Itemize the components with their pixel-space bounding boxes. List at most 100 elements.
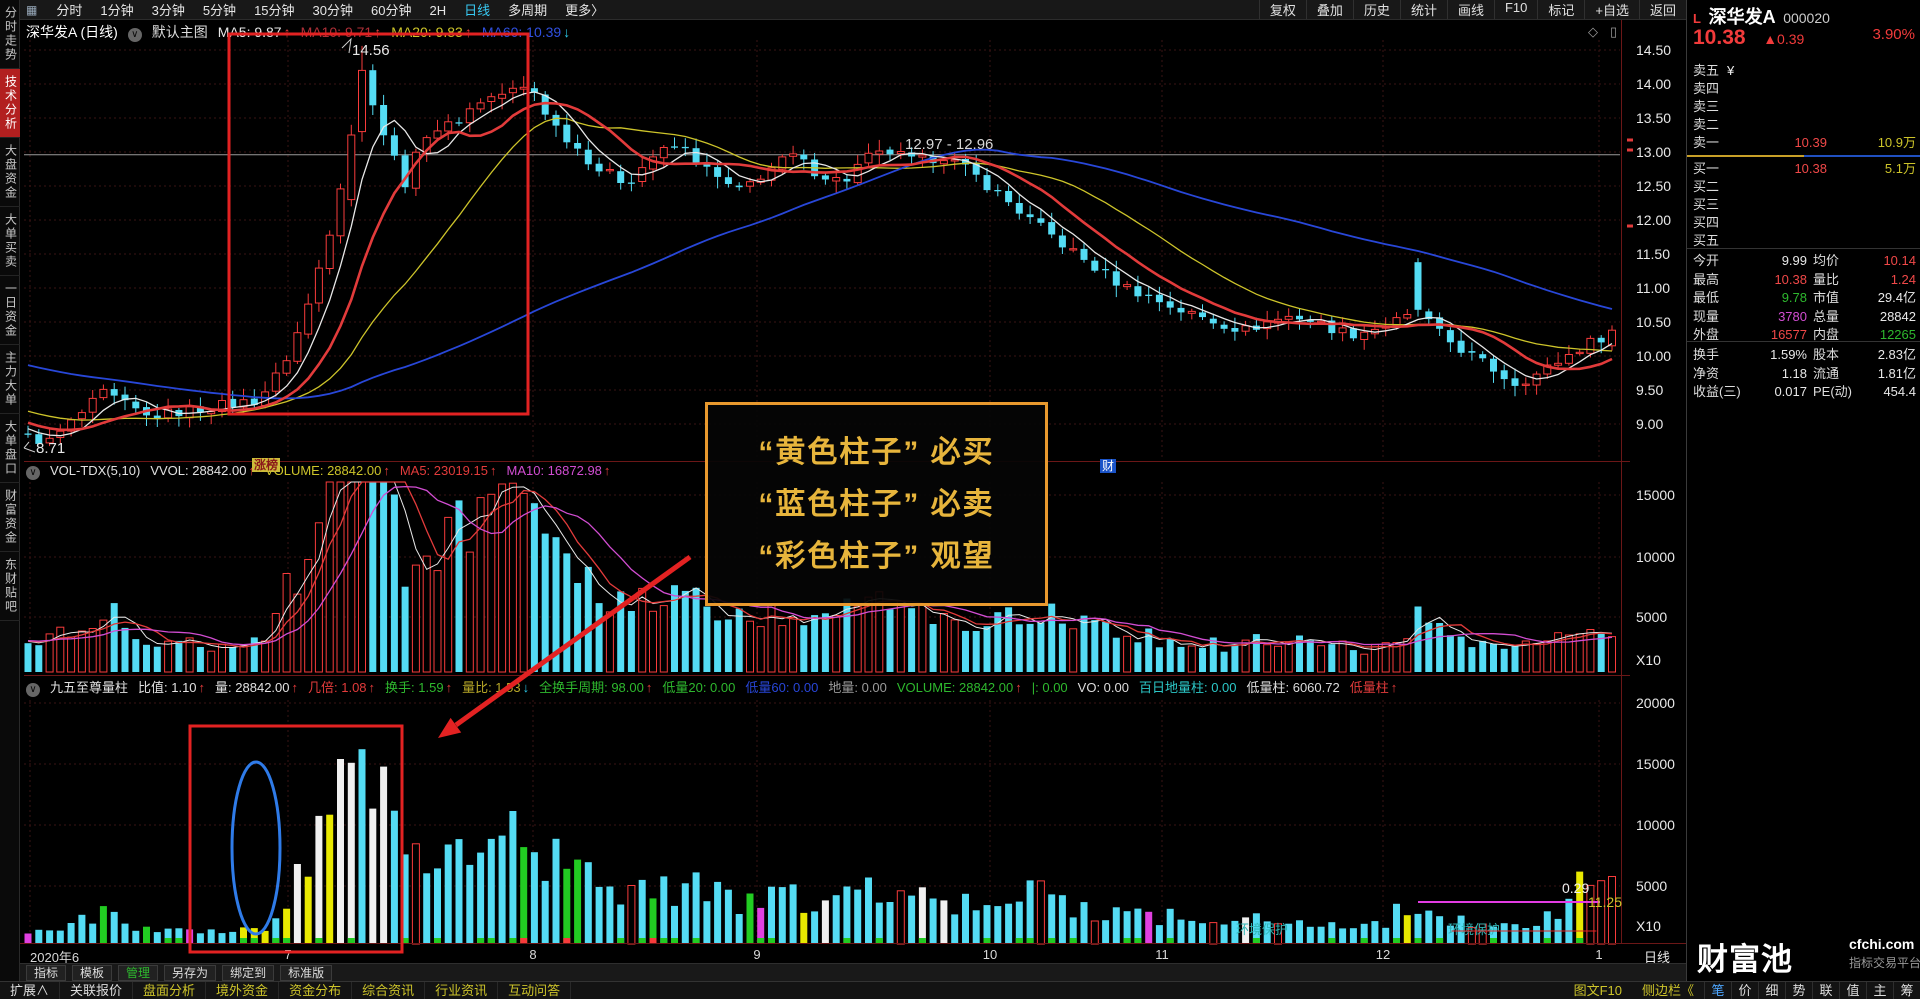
value-label-yellow: 11.25 <box>1588 894 1622 910</box>
indicator-button-另存为[interactable]: 另存为 <box>164 964 217 981</box>
menu-item-2H[interactable]: 2H <box>429 3 447 18</box>
ma-label: MA5: 9.87 <box>217 24 282 40</box>
menu-button-+自选[interactable]: +自选 <box>1584 0 1639 19</box>
lower-indicator-header: ∨ 九五至尊量柱 比值: 1.10 ↑ 量: 28842.00 ↑ 几倍: 1.08 ↑ 换手:… <box>26 677 1407 697</box>
layout-grid-icon[interactable]: ▦ <box>26 2 38 17</box>
stat-row-换手: 换手 1.59% 股本 2.83亿 <box>1687 346 1920 364</box>
menu-item-30分钟[interactable]: 30分钟 <box>312 3 353 18</box>
stat-row-今开: 今开 9.99 均价 10.14 <box>1687 252 1920 270</box>
stat-value: 3780 <box>1778 308 1807 324</box>
up-arrow-icon: ↑ <box>490 463 497 478</box>
stat-key: 最低 <box>1693 290 1720 305</box>
zhangbang-tag[interactable]: 涨榜 <box>252 458 281 472</box>
status-right-侧边栏《[interactable]: 侧边栏《 <box>1641 983 1694 998</box>
menu-item-分时[interactable]: 分时 <box>56 3 83 18</box>
menu-button-画线[interactable]: 画线 <box>1446 0 1494 19</box>
header-field: 低量20: 0.00 <box>662 680 736 695</box>
menu-item-5分钟[interactable]: 5分钟 <box>202 3 237 18</box>
status-right-图文F10[interactable]: 图文F10 <box>1573 983 1622 998</box>
indicator-toolbar: 指标 模板 管理 另存为 绑定到 标准版 <box>20 963 1686 981</box>
quote-tab-笔[interactable]: 笔 <box>1704 982 1731 999</box>
sidebar-item-大盘资金[interactable]: 大盘资金 <box>0 138 20 207</box>
lower-axis-label: 20000 <box>1636 695 1675 711</box>
stat-row-收益(三): 收益(三) 0.017 PE(动) 454.4 <box>1687 383 1920 401</box>
value-label-white: 0.29 <box>1562 880 1590 896</box>
status-item-扩展∧[interactable]: 扩展∧ <box>0 982 61 999</box>
main-chart-style-label[interactable]: 默认主图 <box>151 24 208 40</box>
month-label-1: 1 <box>1595 947 1603 962</box>
quote-tab-联[interactable]: 联 <box>1812 982 1839 999</box>
month-label-9: 9 <box>753 947 761 962</box>
stat-value: 1.59% <box>1770 347 1807 362</box>
panel-toggle-icon[interactable]: ▯ <box>1610 24 1618 39</box>
quote-tab-主[interactable]: 主 <box>1866 982 1893 999</box>
price-axis-label: 13.50 <box>1636 110 1672 126</box>
menu-item-更多〉[interactable]: 更多〉 <box>565 3 605 18</box>
header-field: 全换手周期: 98.00 <box>539 680 644 695</box>
status-item-行业资讯[interactable]: 行业资讯 <box>425 982 499 999</box>
status-item-互动问答[interactable]: 互动问答 <box>498 982 572 999</box>
stat-value: 9.99 <box>1781 253 1807 268</box>
price-axis-label: 14.00 <box>1636 76 1672 92</box>
status-item-资金分布[interactable]: 资金分布 <box>279 982 353 999</box>
header-field: MA5: 23019.15 <box>399 463 488 478</box>
menu-item-3分钟[interactable]: 3分钟 <box>151 3 185 18</box>
menu-button-返回[interactable]: 返回 <box>1638 0 1686 19</box>
sidebar-item-财富资金[interactable]: 财富资金 <box>0 483 20 552</box>
sidebar-item-主力大单[interactable]: 主力大单 <box>0 345 20 414</box>
menu-item-15分钟[interactable]: 15分钟 <box>254 3 295 18</box>
menu-button-叠加[interactable]: 叠加 <box>1305 0 1353 19</box>
quote-tab-值[interactable]: 值 <box>1839 982 1866 999</box>
sidebar-item-技术分析[interactable]: 技术分析 <box>0 69 20 138</box>
indicator-button-绑定到[interactable]: 绑定到 <box>222 964 275 981</box>
menu-button-复权[interactable]: 复权 <box>1258 0 1306 19</box>
quote-panel: L 深华发A 000020 10.38 ▲0.39 3.90% 卖五 ¥ 卖四 卖三卖… <box>1686 0 1920 981</box>
indicator-button-管理[interactable]: 管理 <box>118 964 159 981</box>
stat-key: 总量 <box>1813 308 1840 324</box>
lower-axis-label: 15000 <box>1636 756 1675 772</box>
quote-tab-势[interactable]: 势 <box>1785 982 1812 999</box>
indicator-button-模板[interactable]: 模板 <box>72 964 113 981</box>
menu-item-多周期[interactable]: 多周期 <box>508 3 548 18</box>
sidebar-item-大单盘口[interactable]: 大单盘口 <box>0 414 20 483</box>
quote-tab-价[interactable]: 价 <box>1731 982 1758 999</box>
menu-button-历史[interactable]: 历史 <box>1352 0 1400 19</box>
collapse-icon[interactable]: ∨ <box>26 683 40 697</box>
collapse-icon[interactable]: ∨ <box>26 466 40 480</box>
status-item-关联报价[interactable]: 关联报价 <box>60 982 134 999</box>
logo-tagline: 指标交易平台 <box>1849 956 1920 970</box>
sidebar-item-一日资金[interactable]: 一日资金 <box>0 276 20 345</box>
cai-marker-tag[interactable]: 财 <box>1100 459 1117 473</box>
quote-tab-筹[interactable]: 筹 <box>1893 982 1920 999</box>
menu-button-F10[interactable]: F10 <box>1493 0 1537 19</box>
quote-tab-细[interactable]: 细 <box>1758 982 1785 999</box>
status-right-group: 图文F10 侧边栏《笔价细势联值主筹 <box>1564 982 1920 999</box>
diamond-icon[interactable]: ◇ <box>1588 24 1598 39</box>
menu-item-1分钟[interactable]: 1分钟 <box>100 3 134 18</box>
menu-button-标记[interactable]: 标记 <box>1537 0 1584 19</box>
menu-button-统计[interactable]: 统计 <box>1399 0 1447 19</box>
peak-price-label: 14.56 <box>352 42 390 59</box>
up-arrow-icon: ↑ <box>291 680 299 695</box>
month-label-8: 8 <box>529 947 537 962</box>
sidebar-item-大单买卖[interactable]: 大单买卖 <box>0 207 20 276</box>
status-item-盘面分析[interactable]: 盘面分析 <box>133 982 207 999</box>
lower-axis-label: 5000 <box>1636 878 1668 894</box>
indicator-button-标准版[interactable]: 标准版 <box>280 964 333 981</box>
price-axis-label: 10.00 <box>1636 348 1672 364</box>
flag-l: L <box>1693 11 1701 26</box>
menu-item-日线[interactable]: 日线 <box>464 3 491 18</box>
status-item-综合资讯[interactable]: 综合资讯 <box>352 982 426 999</box>
status-item-境外资金[interactable]: 境外资金 <box>206 982 280 999</box>
menu-item-60分钟[interactable]: 60分钟 <box>371 3 412 18</box>
stat-value: 10.38 <box>1774 271 1807 287</box>
order-book-row-卖二: 卖二 <box>1687 116 1920 134</box>
indicator-button-指标[interactable]: 指标 <box>26 964 67 981</box>
collapse-icon[interactable]: ∨ <box>127 28 142 42</box>
stat-value: 1.81亿 <box>1877 365 1916 381</box>
order-book-row-买三: 买三 <box>1687 196 1920 214</box>
sidebar-item-东财贴吧[interactable]: 东财贴吧 <box>0 552 20 621</box>
sidebar-item-分时走势[interactable]: 分时走势 <box>0 0 20 69</box>
header-field: 地量: 0.00 <box>828 680 887 695</box>
